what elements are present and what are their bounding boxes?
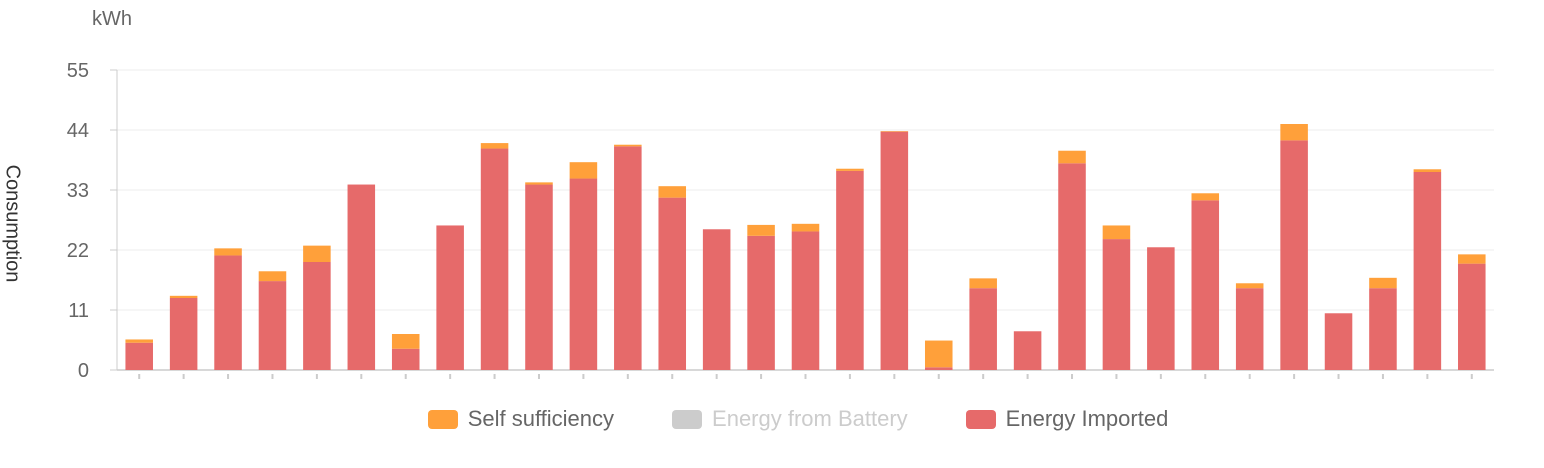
- bar-energy-imported: [1191, 200, 1220, 370]
- bar-energy-imported: [880, 131, 909, 370]
- bar-energy-imported: [1058, 163, 1086, 370]
- bar-self-sufficiency: [791, 223, 820, 232]
- bar-energy-imported: [258, 281, 287, 370]
- bar-energy-imported: [125, 342, 153, 370]
- bar-self-sufficiency: [569, 162, 598, 179]
- bar-energy-imported: [436, 225, 464, 370]
- bar-energy-imported: [1413, 172, 1442, 370]
- bar-energy-imported: [347, 184, 376, 370]
- bar-energy-imported: [924, 367, 953, 370]
- y-axis-title: Consumption: [1, 164, 24, 283]
- bar-self-sufficiency: [614, 144, 642, 147]
- bar-self-sufficiency: [391, 334, 420, 349]
- bar-self-sufficiency: [525, 182, 553, 185]
- bar-energy-imported: [480, 148, 509, 370]
- legend-item-energy-imported[interactable]: Energy Imported: [965, 406, 1169, 432]
- bar-energy-imported: [702, 229, 731, 370]
- bar-energy-imported: [1280, 140, 1308, 370]
- bar-energy-imported: [391, 348, 420, 370]
- bar-energy-imported: [169, 298, 198, 370]
- bar-self-sufficiency: [658, 186, 687, 198]
- bar-self-sufficiency: [1102, 225, 1131, 240]
- bar-self-sufficiency: [1235, 283, 1264, 289]
- bar-energy-imported: [1013, 331, 1042, 370]
- bar-self-sufficiency: [1191, 193, 1220, 201]
- y-tick-label: 0: [78, 360, 89, 382]
- legend-label-energy-imported: Energy Imported: [1005, 406, 1169, 431]
- bar-energy-imported: [525, 184, 553, 370]
- bar-energy-imported: [1369, 288, 1397, 370]
- bar-energy-imported: [1235, 288, 1264, 370]
- y-tick-label: 44: [67, 120, 89, 142]
- bar-self-sufficiency: [169, 295, 198, 298]
- bar-energy-imported: [614, 146, 642, 370]
- bar-energy-imported: [791, 231, 820, 370]
- bar-self-sufficiency: [1413, 169, 1442, 172]
- bar-self-sufficiency: [480, 143, 509, 149]
- bar-self-sufficiency: [1458, 254, 1486, 264]
- bar-energy-imported: [969, 288, 997, 370]
- bar-energy-imported: [303, 262, 331, 370]
- legend-label-self-sufficiency: Self sufficiency: [467, 406, 615, 431]
- y-tick-label: 33: [67, 180, 89, 202]
- bar-self-sufficiency: [125, 339, 153, 343]
- bar-energy-imported: [1147, 247, 1175, 370]
- bar-energy-imported: [1102, 239, 1131, 370]
- y-tick-label: 55: [67, 60, 89, 82]
- legend-swatch-energy-from-battery: [672, 409, 703, 429]
- bar-self-sufficiency: [747, 224, 775, 236]
- bar-energy-imported: [836, 170, 864, 370]
- legend-item-energy-from-battery[interactable]: Energy from Battery: [672, 406, 908, 432]
- bar-energy-imported: [1324, 313, 1353, 370]
- bar-self-sufficiency: [836, 168, 864, 171]
- bar-self-sufficiency: [1058, 150, 1086, 164]
- bar-energy-imported: [747, 235, 775, 370]
- y-axis-unit: kWh: [92, 8, 132, 30]
- bar-self-sufficiency: [969, 278, 997, 289]
- y-tick-label: 11: [68, 300, 89, 322]
- legend-swatch-energy-imported: [965, 409, 996, 429]
- bar-self-sufficiency: [880, 131, 909, 132]
- bar-self-sufficiency: [303, 245, 331, 262]
- bar-energy-imported: [658, 197, 687, 370]
- bar-self-sufficiency: [214, 248, 242, 256]
- legend-swatch-self-sufficiency: [427, 409, 458, 429]
- bar-energy-imported: [1458, 263, 1486, 370]
- bar-energy-imported: [214, 255, 242, 370]
- bar-self-sufficiency: [1280, 124, 1308, 141]
- legend-label-energy-from-battery: Energy from Battery: [712, 406, 908, 431]
- legend-item-self-sufficiency[interactable]: Self sufficiency: [427, 406, 615, 432]
- chart-plot: 0 11 22 33 44 55: [67, 60, 1494, 382]
- bar-self-sufficiency: [258, 271, 287, 282]
- chart-legend: Self sufficiency Energy from Battery Ene…: [0, 406, 1544, 432]
- y-tick-label: 22: [67, 240, 89, 262]
- bar-energy-imported: [569, 178, 598, 370]
- bar-self-sufficiency: [1369, 277, 1397, 289]
- bar-self-sufficiency: [924, 340, 953, 368]
